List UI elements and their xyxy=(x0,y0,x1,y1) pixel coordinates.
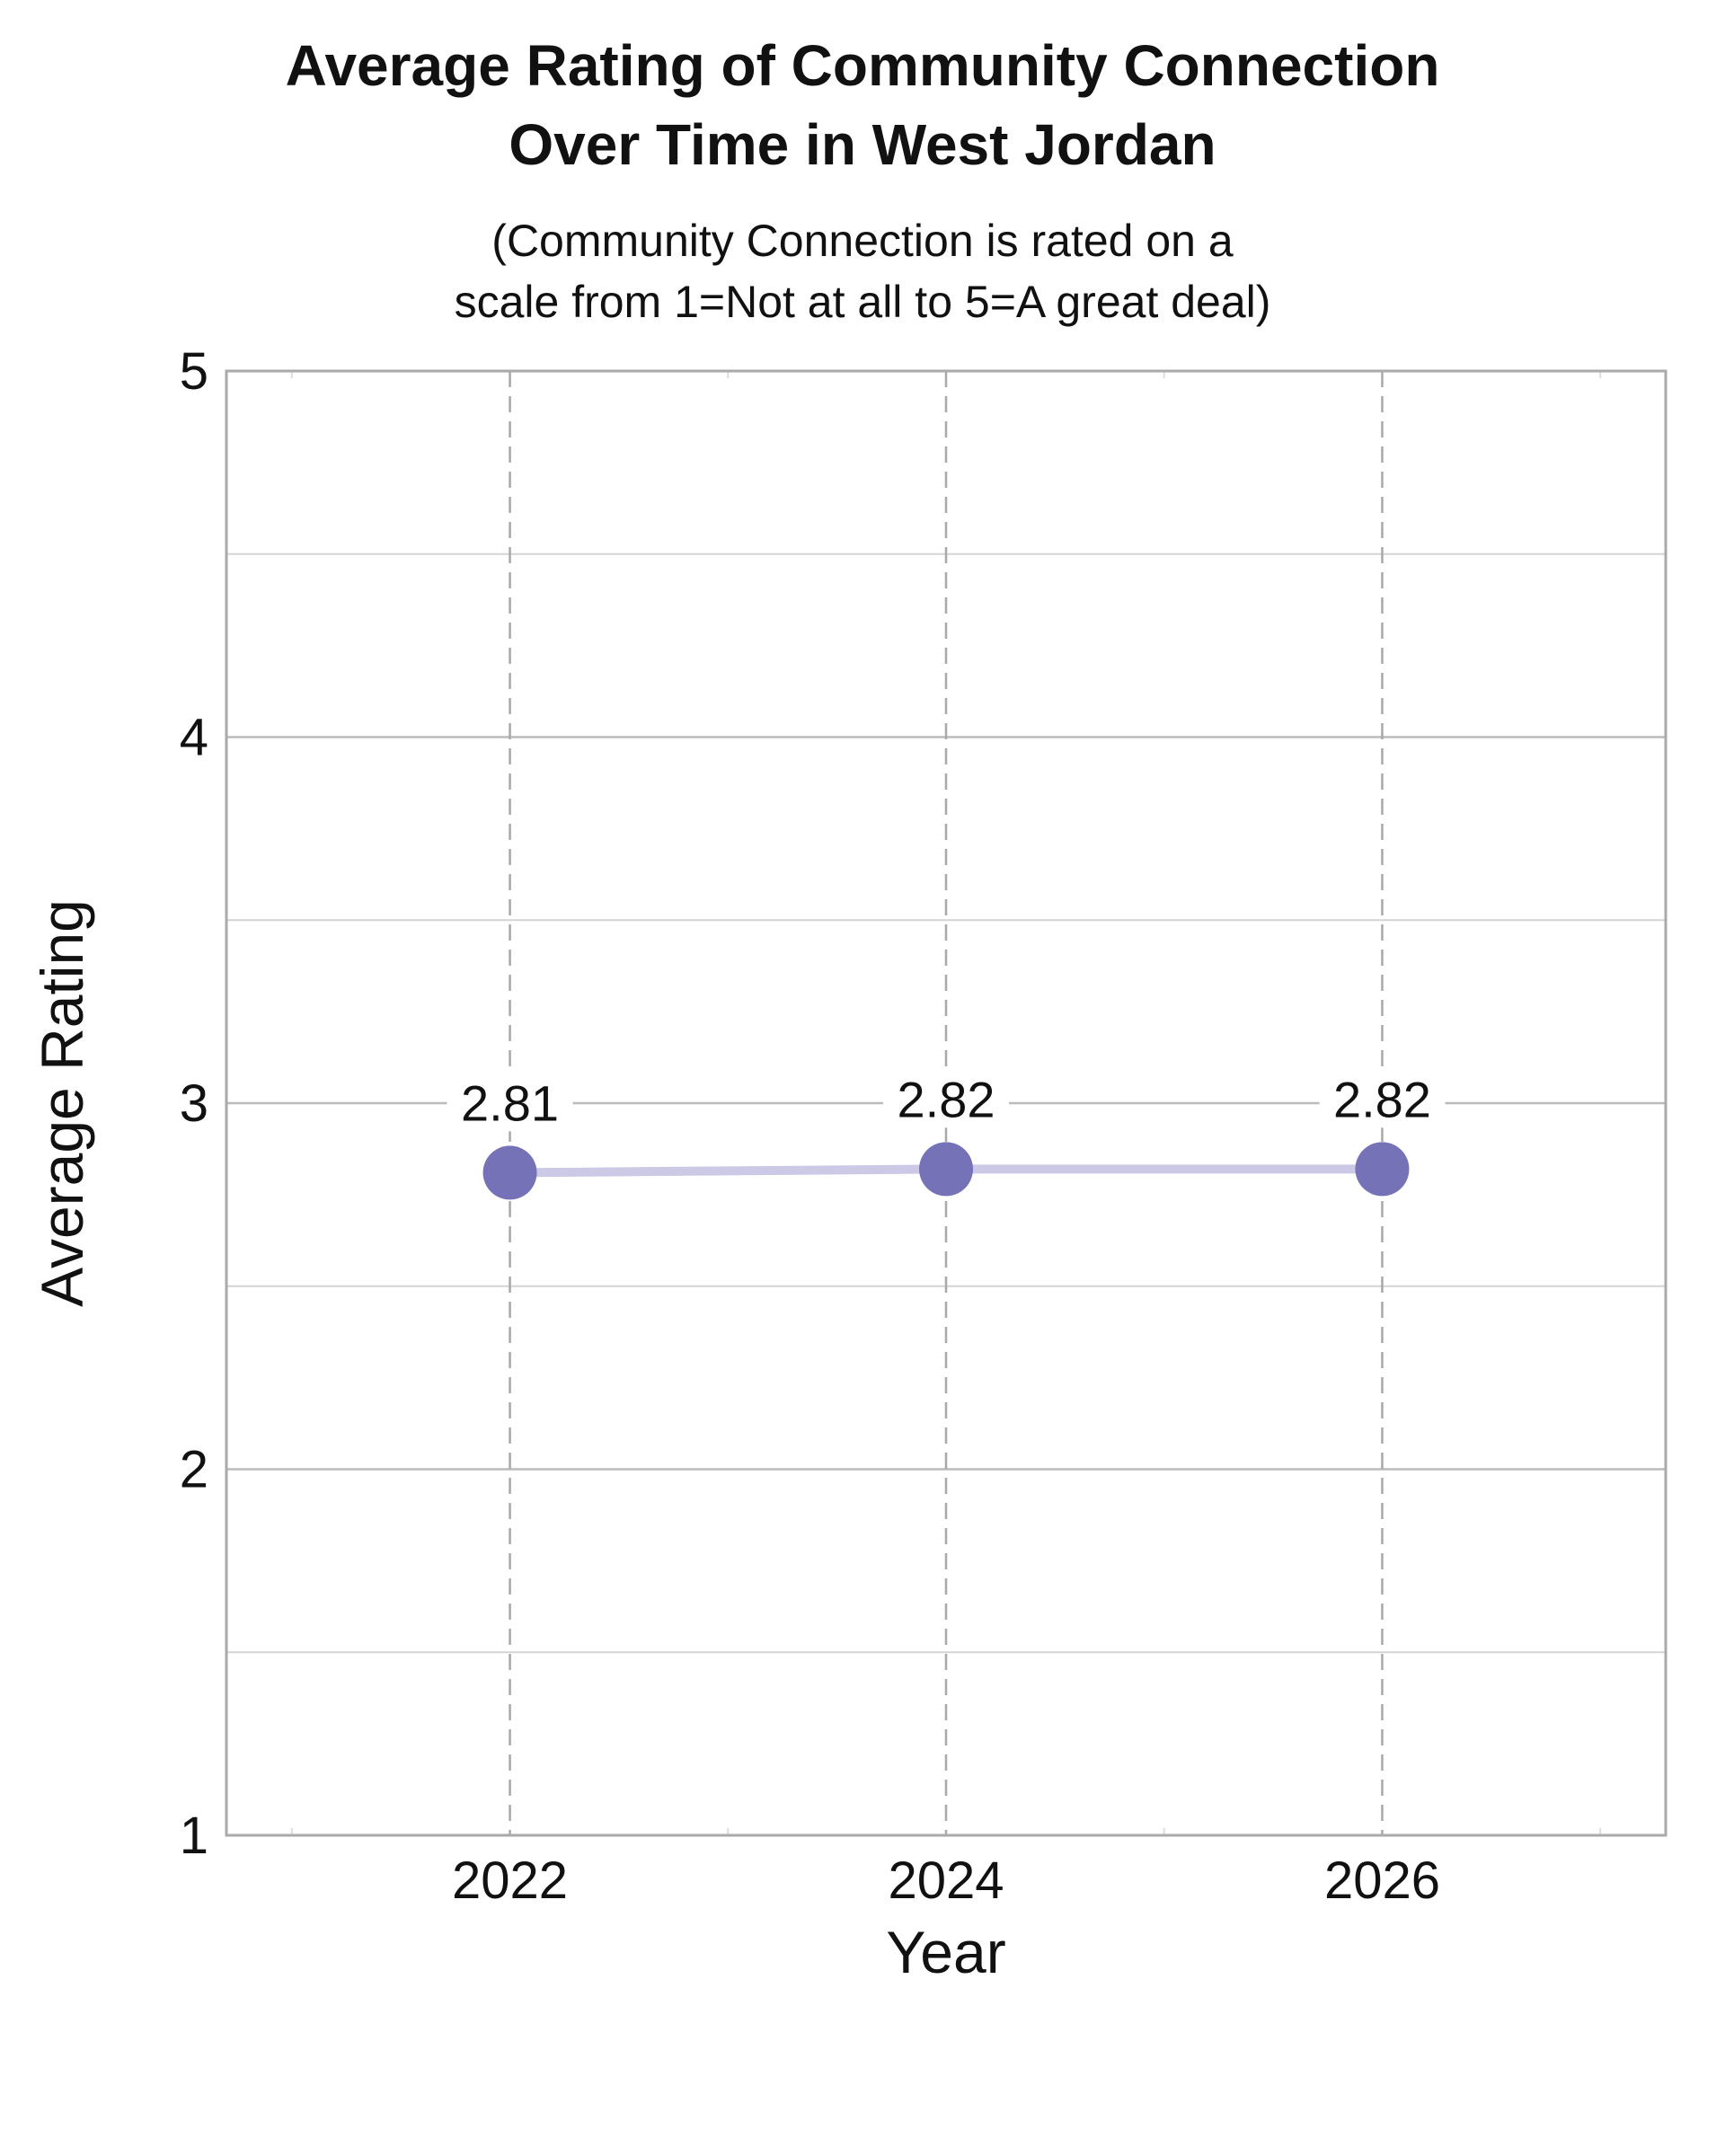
data-label-background xyxy=(447,1074,573,1132)
series-layer xyxy=(482,1142,1410,1200)
x-axis-label: Year xyxy=(886,1919,1005,1985)
data-label-background xyxy=(1319,1070,1446,1128)
y-tick-label: 3 xyxy=(180,1074,208,1133)
data-point xyxy=(482,1145,537,1200)
data-label-background xyxy=(883,1070,1009,1128)
chart-subtitle-line2: scale from 1=Not at all to 5=A great dea… xyxy=(454,277,1271,327)
chart-subtitle-line1: (Community Connection is rated on a xyxy=(491,216,1234,266)
data-label: 2.82 xyxy=(898,1071,995,1127)
chart-title-line1: Average Rating of Community Connection xyxy=(285,33,1440,98)
plot-frame xyxy=(225,369,1668,1837)
data-label: 2.81 xyxy=(461,1074,559,1131)
data-point xyxy=(1355,1142,1410,1197)
data-point xyxy=(919,1142,973,1197)
x-tick-label: 2024 xyxy=(888,1851,1004,1910)
y-axis-label: Average Rating xyxy=(29,899,95,1307)
data-label: 2.82 xyxy=(1333,1071,1431,1127)
x-tick-label: 2026 xyxy=(1324,1851,1440,1910)
y-tick-label: 4 xyxy=(180,709,208,767)
y-tick-label: 2 xyxy=(180,1441,208,1499)
x-tick-label: 2022 xyxy=(452,1851,568,1910)
y-tick-label: 5 xyxy=(180,342,208,401)
y-tick-label: 1 xyxy=(180,1807,208,1865)
chart-title-line2: Over Time in West Jordan xyxy=(509,112,1216,177)
label-layer: 1 2 3 4 5 2022 2024 2026 2.81 2.82 2.82 xyxy=(180,342,1446,1910)
